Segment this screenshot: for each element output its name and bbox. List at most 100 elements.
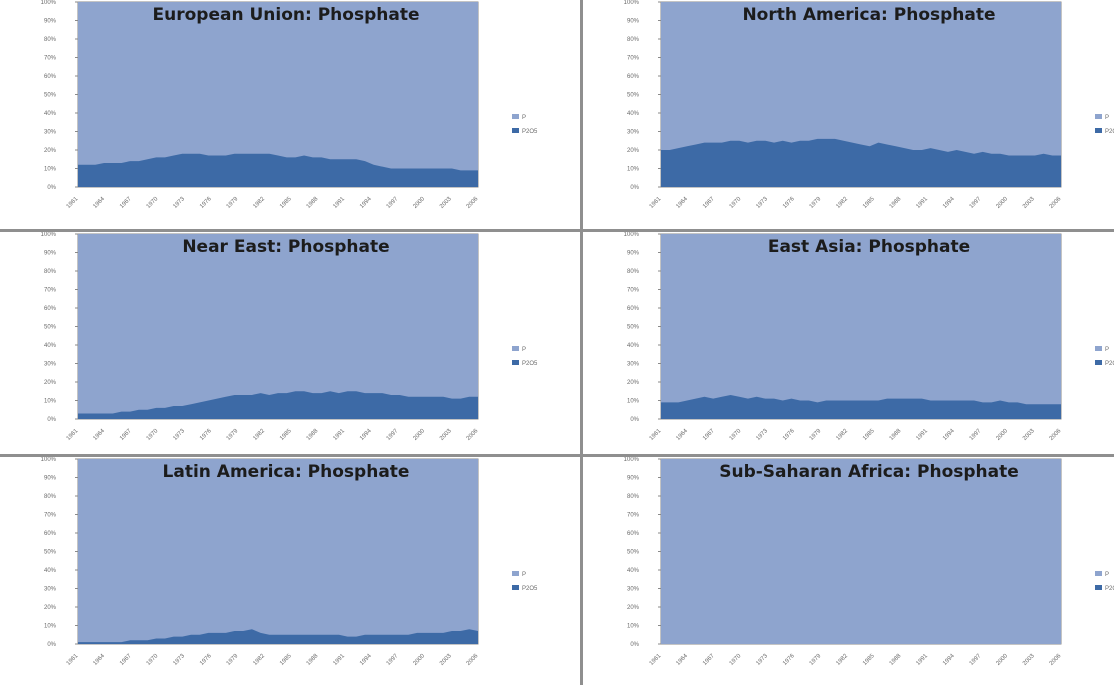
- y-tick-label: 70%: [44, 513, 57, 519]
- x-tick-label: 1967: [119, 196, 133, 210]
- x-tick-label: 1985: [279, 428, 293, 442]
- x-tick-label: 1964: [675, 428, 689, 442]
- y-tick-label: 80%: [44, 269, 57, 275]
- x-tick-label: 1994: [359, 653, 373, 667]
- legend-swatch: [1095, 571, 1102, 576]
- x-tick-label: 1979: [809, 428, 823, 442]
- y-tick-label: 40%: [44, 343, 57, 349]
- y-tick-label: 50%: [44, 325, 57, 331]
- y-tick-label: 50%: [44, 550, 57, 556]
- y-tick-label: 10%: [627, 624, 640, 630]
- chart-title: European Union: Phosphate: [153, 5, 420, 25]
- y-tick-label: 10%: [44, 624, 57, 630]
- x-tick-label: 1979: [809, 653, 823, 667]
- x-tick-label: 1976: [199, 196, 213, 210]
- legend-swatch: [512, 571, 519, 576]
- x-tick-label: 1994: [359, 428, 373, 442]
- y-tick-label: 60%: [627, 306, 640, 312]
- area-series-upper: [78, 459, 478, 644]
- y-tick-label: 90%: [44, 19, 57, 25]
- vertical-divider: [580, 0, 583, 685]
- x-tick-label: 1982: [835, 196, 849, 210]
- chart-title: Near East: Phosphate: [182, 237, 389, 257]
- y-tick-label: 10%: [627, 167, 640, 173]
- chart-panel-latin-america: 100% 90% 80% 70% 60% 50% 40% 30% 20% 10% 0% 1961 196…: [0, 457, 578, 684]
- y-tick-label: 80%: [44, 494, 57, 500]
- x-tick-label: 1979: [809, 196, 823, 210]
- y-tick-label: 20%: [44, 380, 57, 386]
- x-tick-label: 1964: [92, 196, 106, 210]
- x-tick-label: 1994: [359, 196, 373, 210]
- x-tick-label: 1970: [146, 653, 160, 667]
- legend-swatch: [512, 360, 519, 365]
- y-tick-label: 0%: [47, 185, 56, 191]
- x-tick-label: 1967: [702, 196, 716, 210]
- legend-swatch: [1095, 346, 1102, 351]
- x-tick-label: 2003: [439, 196, 453, 210]
- y-tick-label: 80%: [627, 37, 640, 43]
- x-tick-label: 1988: [889, 428, 903, 442]
- y-tick-label: 30%: [44, 587, 57, 593]
- y-tick-label: 70%: [44, 56, 57, 62]
- x-tick-label: 1997: [386, 428, 400, 442]
- legend-swatch: [512, 585, 519, 590]
- y-tick-label: 30%: [44, 130, 57, 136]
- y-tick-label: 50%: [44, 93, 57, 99]
- y-tick-label: 10%: [627, 399, 640, 405]
- y-tick-label: 100%: [624, 0, 640, 6]
- legend-swatch: [1095, 360, 1102, 365]
- y-tick-label: 90%: [44, 251, 57, 257]
- x-tick-label: 1985: [279, 196, 293, 210]
- x-tick-label: 1988: [306, 653, 320, 667]
- x-tick-label: 1964: [675, 196, 689, 210]
- x-tick-label: 1964: [92, 653, 106, 667]
- x-tick-label: 1988: [306, 428, 320, 442]
- y-tick-label: 50%: [627, 550, 640, 556]
- legend-label: P2O5: [522, 129, 538, 135]
- y-tick-label: 70%: [627, 56, 640, 62]
- legend-label: P2O5: [1105, 586, 1114, 592]
- y-tick-label: 40%: [44, 568, 57, 574]
- y-tick-label: 50%: [627, 93, 640, 99]
- x-tick-label: 1961: [66, 428, 80, 442]
- y-tick-label: 30%: [44, 362, 57, 368]
- x-tick-label: 1991: [915, 196, 929, 210]
- y-tick-label: 60%: [44, 306, 57, 312]
- legend-label: P: [522, 115, 526, 121]
- x-tick-label: 1982: [252, 653, 266, 667]
- x-tick-label: 1985: [279, 653, 293, 667]
- x-tick-label: 1991: [332, 653, 346, 667]
- y-tick-label: 40%: [627, 343, 640, 349]
- x-tick-label: 2003: [439, 428, 453, 442]
- x-tick-label: 1973: [172, 428, 186, 442]
- y-tick-label: 30%: [627, 130, 640, 136]
- legend-swatch: [1095, 114, 1102, 119]
- x-tick-label: 2003: [1022, 196, 1036, 210]
- y-tick-label: 70%: [627, 288, 640, 294]
- area-series-upper: [78, 234, 478, 419]
- y-tick-label: 100%: [624, 457, 640, 463]
- y-tick-label: 0%: [630, 185, 639, 191]
- x-tick-label: 1994: [942, 196, 956, 210]
- y-tick-label: 70%: [44, 288, 57, 294]
- y-tick-label: 0%: [630, 642, 639, 648]
- y-tick-label: 40%: [44, 111, 57, 117]
- x-tick-label: 1994: [942, 653, 956, 667]
- chart-panel-east-asia: 100% 90% 80% 70% 60% 50% 40% 30% 20% 10% 0% 1961 196…: [583, 232, 1114, 459]
- y-tick-label: 70%: [627, 513, 640, 519]
- chart-svg: 100% 90% 80% 70% 60% 50% 40% 30% 20% 10% 0% 1961 196…: [624, 457, 1114, 667]
- chart-panel-european-union: 100% 90% 80% 70% 60% 50% 40% 30% 20% 10% 0% 1961 196…: [0, 0, 578, 227]
- x-tick-label: 1970: [729, 428, 743, 442]
- y-tick-label: 60%: [627, 74, 640, 80]
- y-tick-label: 80%: [44, 37, 57, 43]
- x-tick-label: 1988: [889, 196, 903, 210]
- x-tick-label: 1973: [172, 653, 186, 667]
- x-tick-label: 1973: [755, 196, 769, 210]
- y-tick-label: 0%: [630, 417, 639, 423]
- x-tick-label: 1997: [969, 196, 983, 210]
- legend-label: P: [1105, 572, 1109, 578]
- y-tick-label: 30%: [627, 587, 640, 593]
- x-tick-label: 1961: [649, 196, 663, 210]
- x-tick-label: 1970: [729, 196, 743, 210]
- chart-title: Latin America: Phosphate: [163, 462, 410, 482]
